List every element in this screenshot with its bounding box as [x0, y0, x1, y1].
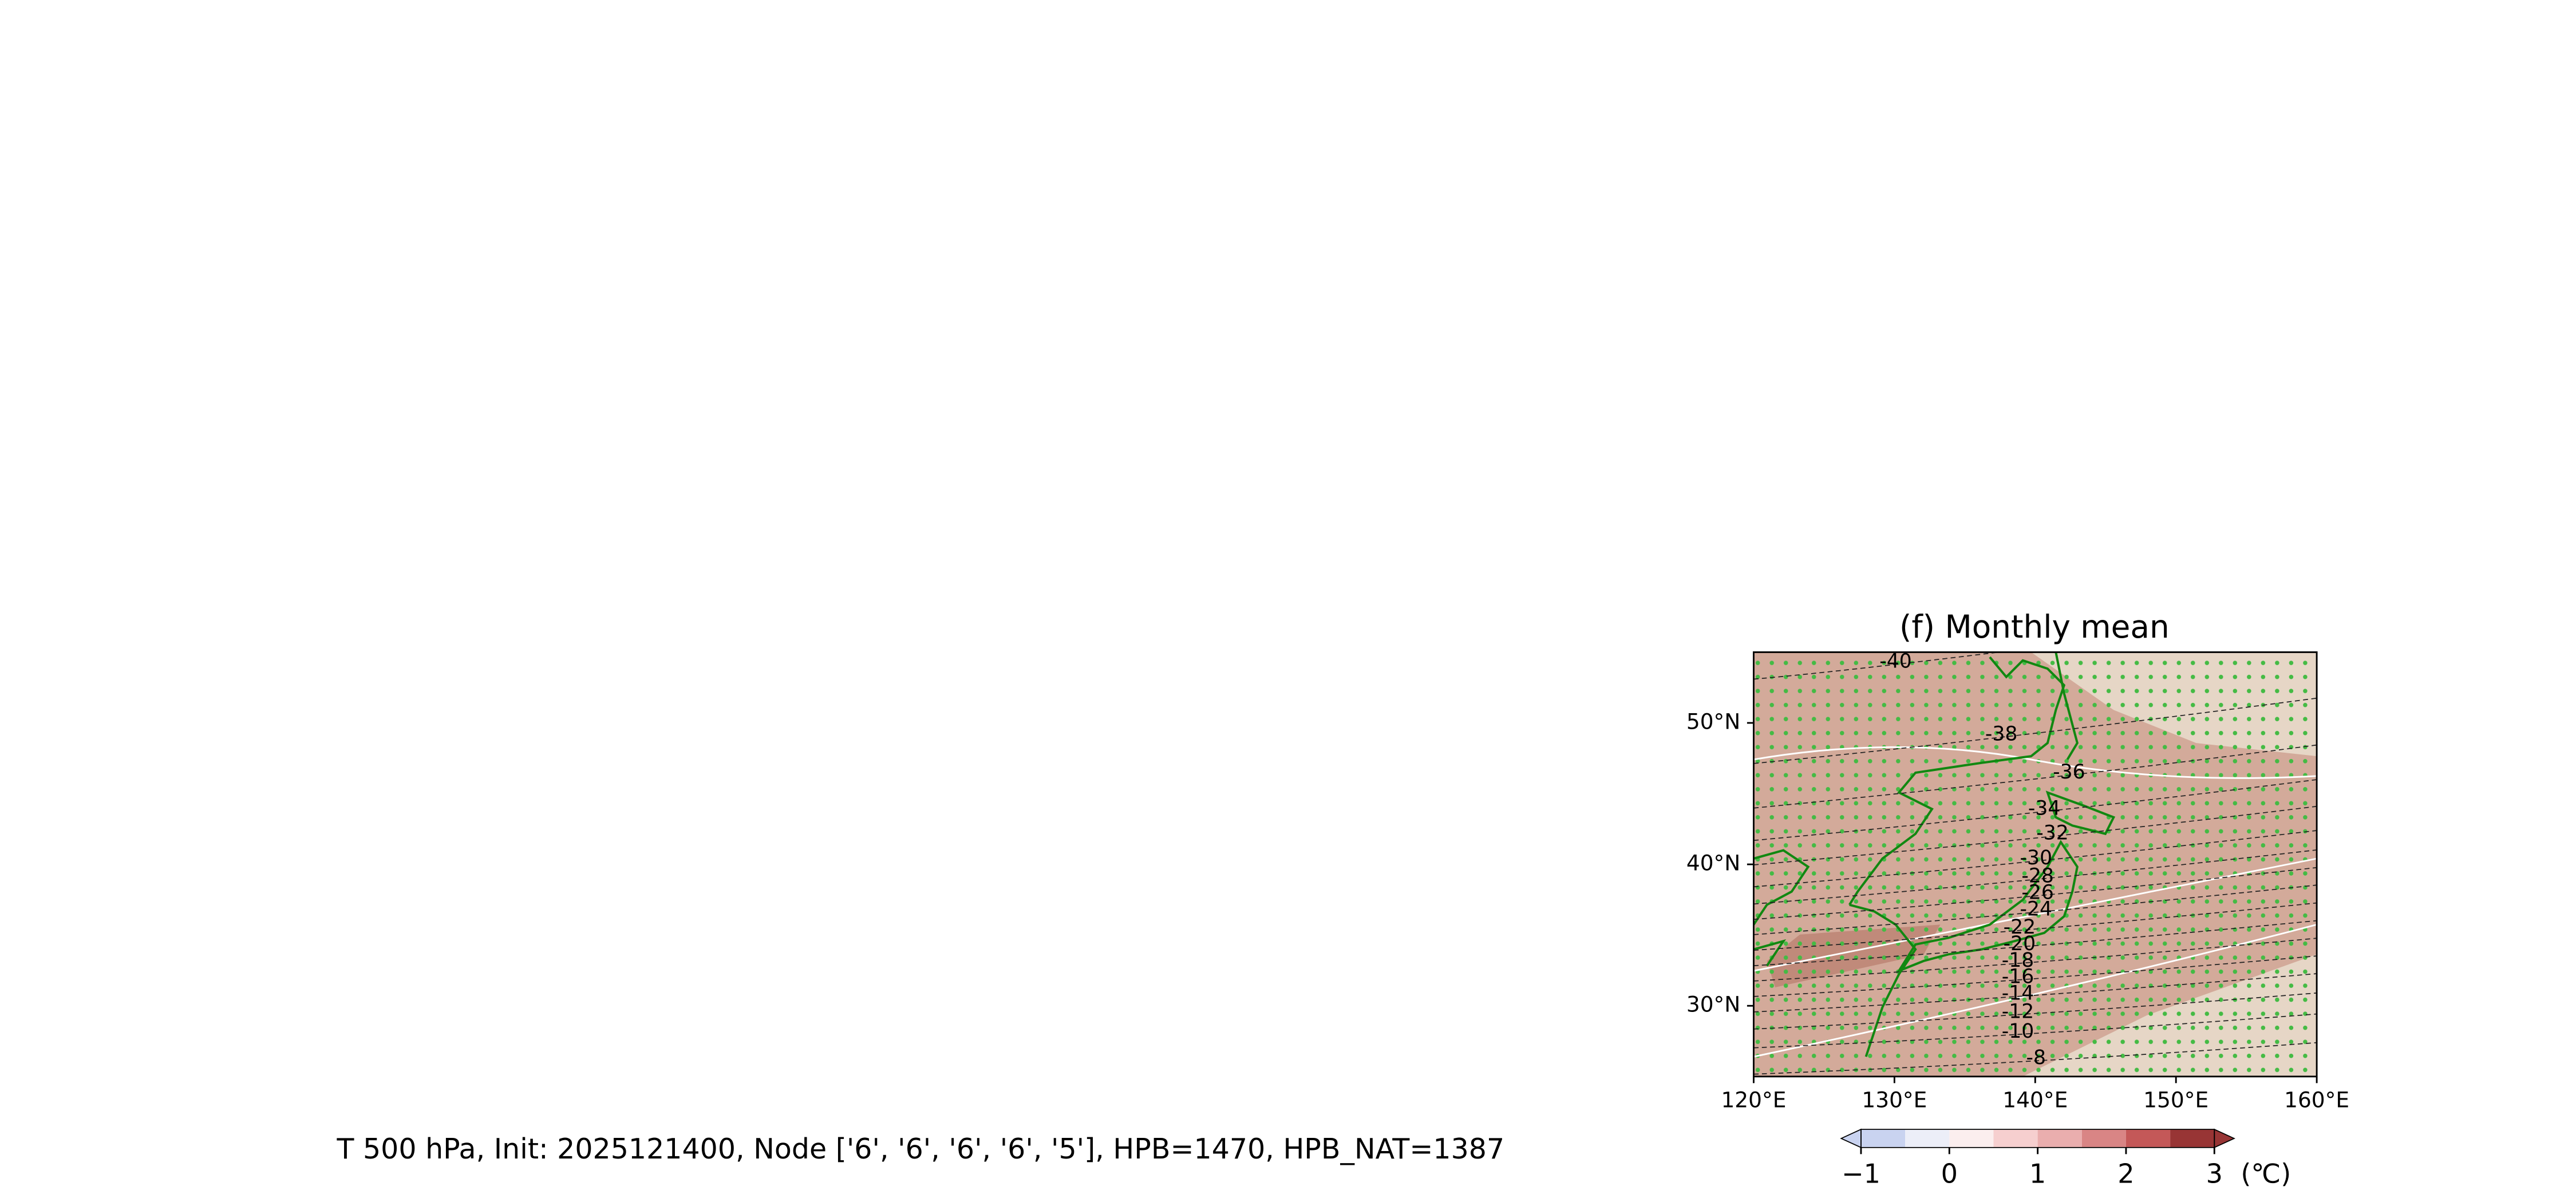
x-tick-label: 160°E: [2284, 1088, 2349, 1113]
contour-line: [1753, 973, 2317, 1013]
colorbar-tick-label: 2: [2117, 1158, 2134, 1189]
contour-line: [1753, 938, 2317, 982]
y-tick-label: 30°N: [1686, 992, 1741, 1017]
footer-text: T 500 hPa, Init: 2025121400, Node ['6', …: [336, 1132, 1504, 1165]
colorbar-segment: [1860, 1129, 1906, 1148]
stippling: [1753, 652, 2317, 1077]
contour-label: -12: [2002, 1000, 2034, 1023]
colorbar-segment: [1949, 1129, 1994, 1148]
contour-label: -22: [2004, 916, 2036, 939]
colorbar: −1 0 1 2 3 (℃): [1840, 1128, 2291, 1189]
contour-label: -16: [2002, 966, 2034, 989]
colorbar-tick-label: 3: [2206, 1158, 2223, 1189]
contour-label: -40: [1879, 650, 1912, 673]
white-contour: [1753, 923, 2317, 1058]
colorbar-tick-label: −1: [1842, 1158, 1880, 1189]
contour-label: -18: [2002, 949, 2034, 972]
x-tick-label: 130°E: [1862, 1088, 1927, 1113]
map-area: -40-38-36-34-32-30-28-26-24-22-20-18-16-…: [1753, 650, 2317, 1077]
colorbar-tick-label: 1: [2029, 1158, 2046, 1189]
contour-label: -24: [2020, 897, 2052, 920]
contour-line: [1753, 992, 2317, 1030]
contour-line: [1753, 920, 2317, 967]
colorbar-unit: (℃): [2241, 1158, 2291, 1189]
contour-label: -10: [2002, 1020, 2034, 1043]
coastline: [1753, 652, 2116, 1057]
contour-label: -14: [2002, 982, 2034, 1005]
contour-label: -26: [2021, 881, 2054, 904]
contour-label: -38: [1985, 723, 2018, 746]
colorbar-segment: [2125, 1129, 2171, 1148]
colorbar-segment: [2081, 1129, 2126, 1148]
contour-line: [1753, 1042, 2317, 1075]
colorbar-segment: [1993, 1129, 2038, 1148]
contour-line: [1753, 779, 2317, 841]
colorbar-extend-high: [2214, 1128, 2235, 1149]
y-tick-label: 50°N: [1686, 709, 1741, 734]
contour-line: [1753, 744, 2317, 809]
contour-line: [1753, 955, 2317, 997]
white-contour: [1753, 857, 2317, 972]
contour-label: -20: [2004, 932, 2036, 955]
contour-line: [1753, 902, 2317, 951]
colorbar-extend-low: [1840, 1128, 1862, 1149]
white-contour: [1753, 746, 2317, 779]
colorbar-segment: [2170, 1129, 2215, 1148]
contour-line: [1753, 805, 2317, 865]
contour-label: -8: [2026, 1046, 2046, 1069]
contour-line: [1753, 830, 2317, 888]
colorbar-segment: [2037, 1129, 2082, 1148]
contour-label: -32: [2036, 822, 2069, 845]
colorbar-segment: [1905, 1129, 1950, 1148]
contour-line: [1753, 1013, 2317, 1049]
contour-line: [1753, 867, 2317, 920]
contour-label: -30: [2020, 847, 2052, 869]
x-tick-label: 140°E: [2002, 1088, 2068, 1113]
contour-label: -34: [2028, 797, 2061, 820]
contours: -40-38-36-34-32-30-28-26-24-22-20-18-16-…: [1753, 650, 2317, 1075]
contour-label: -36: [2053, 761, 2085, 784]
contour-line: [1753, 849, 2317, 905]
x-tick-label: 150°E: [2143, 1088, 2208, 1113]
colorbar-tick-label: 0: [1941, 1158, 1958, 1189]
y-tick-label: 40°N: [1686, 851, 1741, 876]
contour-label: -28: [2021, 865, 2054, 888]
contour-line: [1753, 697, 2317, 764]
contour-line: [1753, 884, 2317, 935]
x-tick-label: 120°E: [1721, 1088, 1786, 1113]
map-title: (f) Monthly mean: [1899, 608, 2170, 645]
